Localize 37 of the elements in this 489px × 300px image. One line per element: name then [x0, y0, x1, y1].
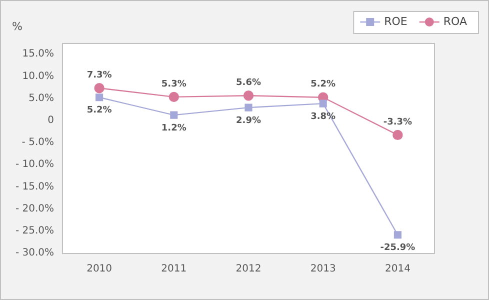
point	[168, 92, 179, 102]
x-tick-label: 2013	[310, 264, 336, 275]
y-tick-label: - 10.0%	[15, 159, 54, 170]
y-tick-label: - 20.0%	[15, 203, 54, 214]
legend-label: ROE	[384, 14, 408, 28]
data-label: 1.2%	[161, 123, 186, 134]
data-label: 5.2%	[310, 80, 336, 90]
data-label: -3.3%	[383, 117, 412, 128]
data-label: -25.9%	[380, 243, 416, 254]
y-tick-label: 0	[48, 114, 54, 126]
y-tick-label: - 5.0%	[22, 137, 54, 148]
point	[94, 82, 104, 94]
y-tick-label: 15.0%	[22, 48, 54, 60]
point	[243, 90, 254, 101]
point	[319, 100, 327, 108]
data-label: 7.3%	[86, 70, 112, 80]
x-tick-label: 2012	[236, 264, 262, 275]
data-label: 2.9%	[236, 116, 261, 126]
data-label: 5.3%	[161, 79, 186, 90]
y-tick-label: 5.0%	[28, 92, 54, 104]
y-axis-title: %	[12, 20, 22, 33]
point	[394, 231, 402, 239]
y-tick-label: - 30.0%	[15, 248, 54, 259]
x-tick-label: 2010	[86, 264, 112, 275]
x-tick-label: 2014	[384, 264, 410, 275]
legend-label: ROA	[443, 14, 468, 28]
point	[392, 130, 403, 140]
point	[244, 104, 252, 112]
y-tick-label: 10.0%	[22, 70, 54, 82]
data-label: 5.2%	[86, 106, 112, 116]
x-tick-label: 2011	[161, 264, 187, 275]
y-tick-label: - 25.0%	[15, 225, 54, 236]
data-label: 5.6%	[236, 78, 261, 88]
point	[170, 111, 178, 119]
point	[96, 94, 104, 102]
y-tick-label: - 15.0%	[15, 181, 54, 192]
data-label: 3.8%	[310, 112, 336, 122]
